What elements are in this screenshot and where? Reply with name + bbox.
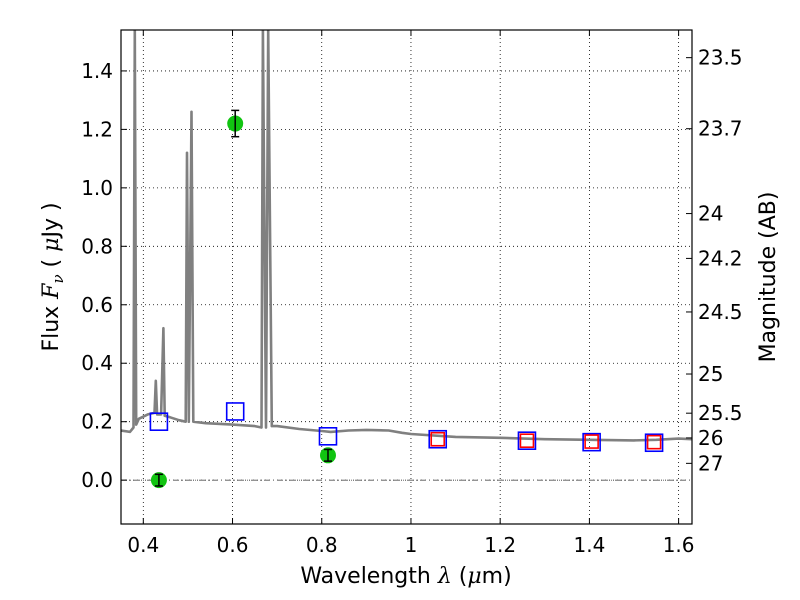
red-square-marker [646,434,662,450]
blue-square-marker [644,433,664,453]
y2-tick-label: 23.7 [698,117,743,141]
axis-ticks: 0.4 0.6 0.8 1 1.2 1.4 1.6 0.0 0.2 0.4 0.6 0.8 1.0 1.2… [81,30,743,557]
y2-tick-label: 24 [698,202,723,226]
spectrum-series [121,30,692,442]
blue-square-marker [428,429,448,449]
y-tick-label: 1.4 [81,59,113,83]
blue-square-marker [318,427,338,446]
blue-square-marker [225,402,245,421]
x-axis-label: Wavelength λ (μm) [300,564,511,589]
y2-axis-label: Magnitude (AB) [756,192,781,363]
y2-tick-label: 24.5 [698,300,743,324]
blue-square-marker [517,431,537,450]
y2-tick-label: 27 [698,451,723,475]
blue-square-marker [582,432,601,452]
y-tick-label: 0.0 [81,468,113,492]
y-tick-label: 0.2 [81,410,113,434]
x-tick-label: 1.4 [573,533,605,557]
x-tick-label: 0.8 [306,533,338,557]
x-tick-label: 1 [405,533,418,557]
y-tick-label: 0.4 [81,351,113,375]
y-tick-label: 0.8 [81,234,113,258]
spectrum-line [121,30,692,442]
y2-tick-label: 23.5 [698,46,743,70]
red-square-marker [519,433,535,448]
y-tick-label: 1.0 [81,176,113,200]
grid [121,30,692,524]
y2-tick-label: 26 [698,426,723,450]
x-tick-label: 1.2 [484,533,516,557]
y-tick-label: 1.2 [81,117,113,141]
y-tick-label: 0.6 [81,293,113,317]
y2-tick-label: 25 [698,362,723,386]
x-tick-label: 0.4 [127,533,159,557]
plot-frame [120,29,693,525]
y2-tick-label: 24.2 [698,246,743,270]
red-square-marker [584,434,599,449]
photometry-markers [149,109,664,489]
red-square-marker [430,431,446,447]
x-tick-label: 0.6 [217,533,249,557]
x-tick-label: 1.6 [663,533,695,557]
y-axis-label: Flux Fν ( μJy ) [39,202,67,351]
y2-tick-label: 25.5 [698,401,743,425]
blue-square-marker [149,412,169,431]
